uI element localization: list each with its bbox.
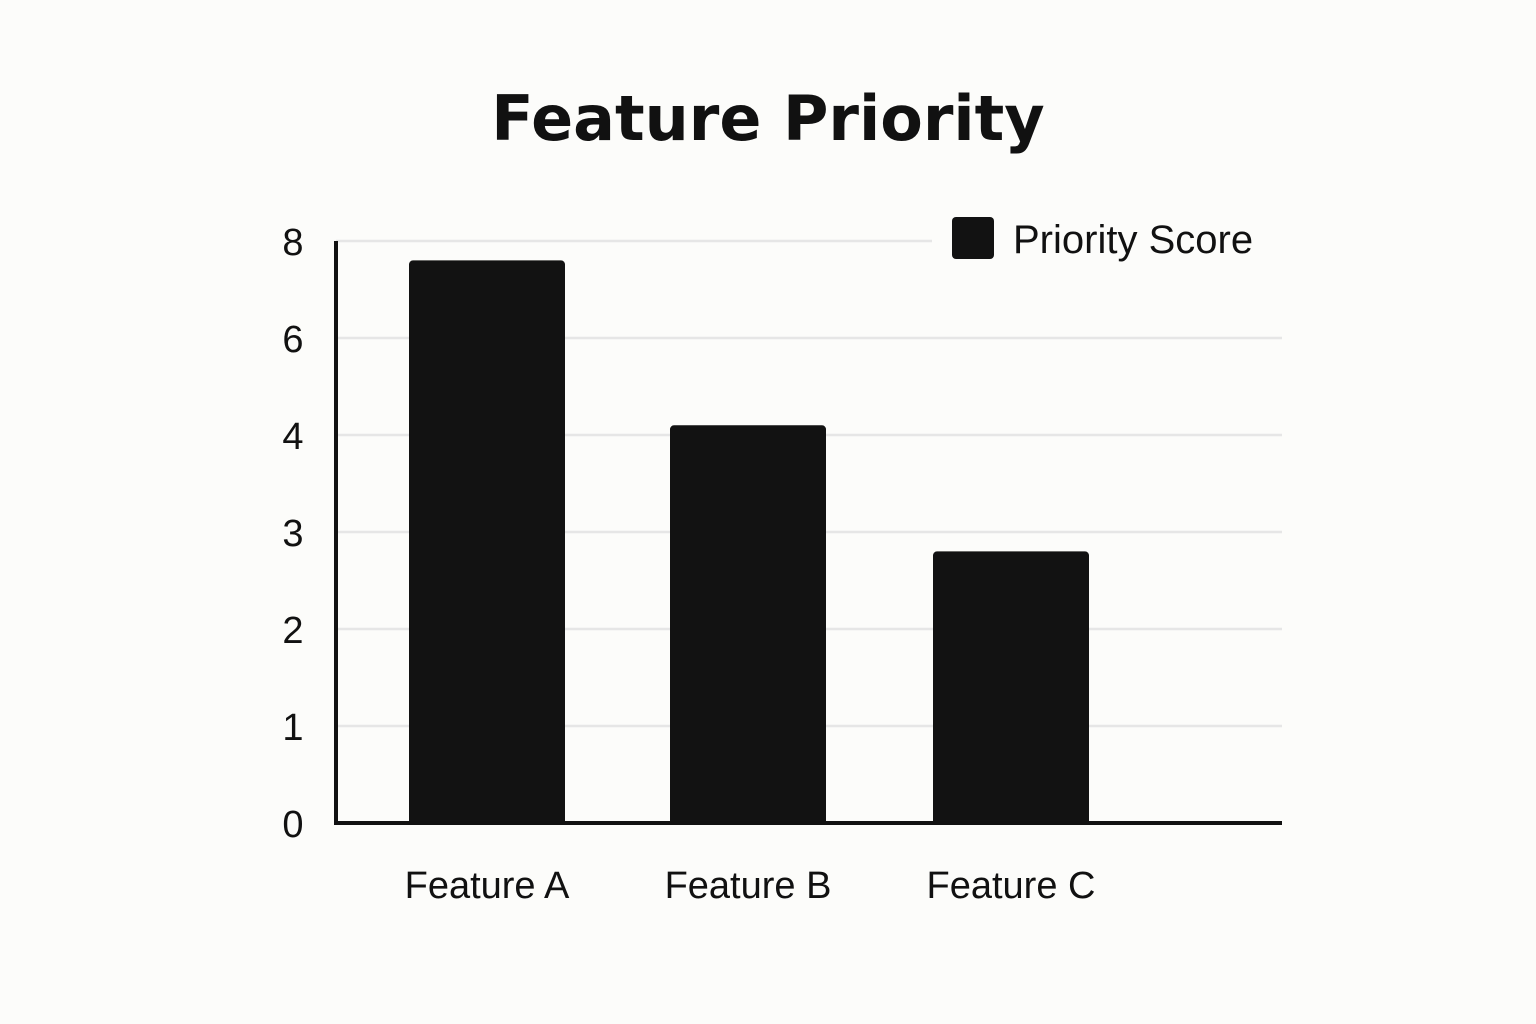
y-tick-label: 8 <box>282 222 303 264</box>
x-category-label: Feature B <box>665 865 832 907</box>
y-tick-label: 4 <box>282 416 303 458</box>
bar-feature-a <box>409 260 565 825</box>
chart-title: Feature Priority <box>491 82 1044 155</box>
y-tick-label: 3 <box>282 513 303 555</box>
bar-feature-b <box>670 425 826 825</box>
x-category-label: Feature A <box>405 865 570 907</box>
y-tick-label: 1 <box>282 707 303 749</box>
axes <box>334 241 1282 825</box>
bars <box>409 260 1089 825</box>
y-tick-label: 2 <box>282 610 303 652</box>
legend-swatch <box>952 217 994 259</box>
y-tick-label: 0 <box>282 804 303 846</box>
y-tick-label: 6 <box>282 319 303 361</box>
legend: Priority Score <box>952 217 1253 262</box>
legend-label: Priority Score <box>1013 218 1253 262</box>
bar-feature-c <box>933 551 1089 825</box>
x-category-labels: Feature A Feature B Feature C <box>405 865 1096 907</box>
y-tick-labels: 0 1 2 3 4 6 8 <box>282 222 303 846</box>
x-category-label: Feature C <box>927 865 1096 907</box>
